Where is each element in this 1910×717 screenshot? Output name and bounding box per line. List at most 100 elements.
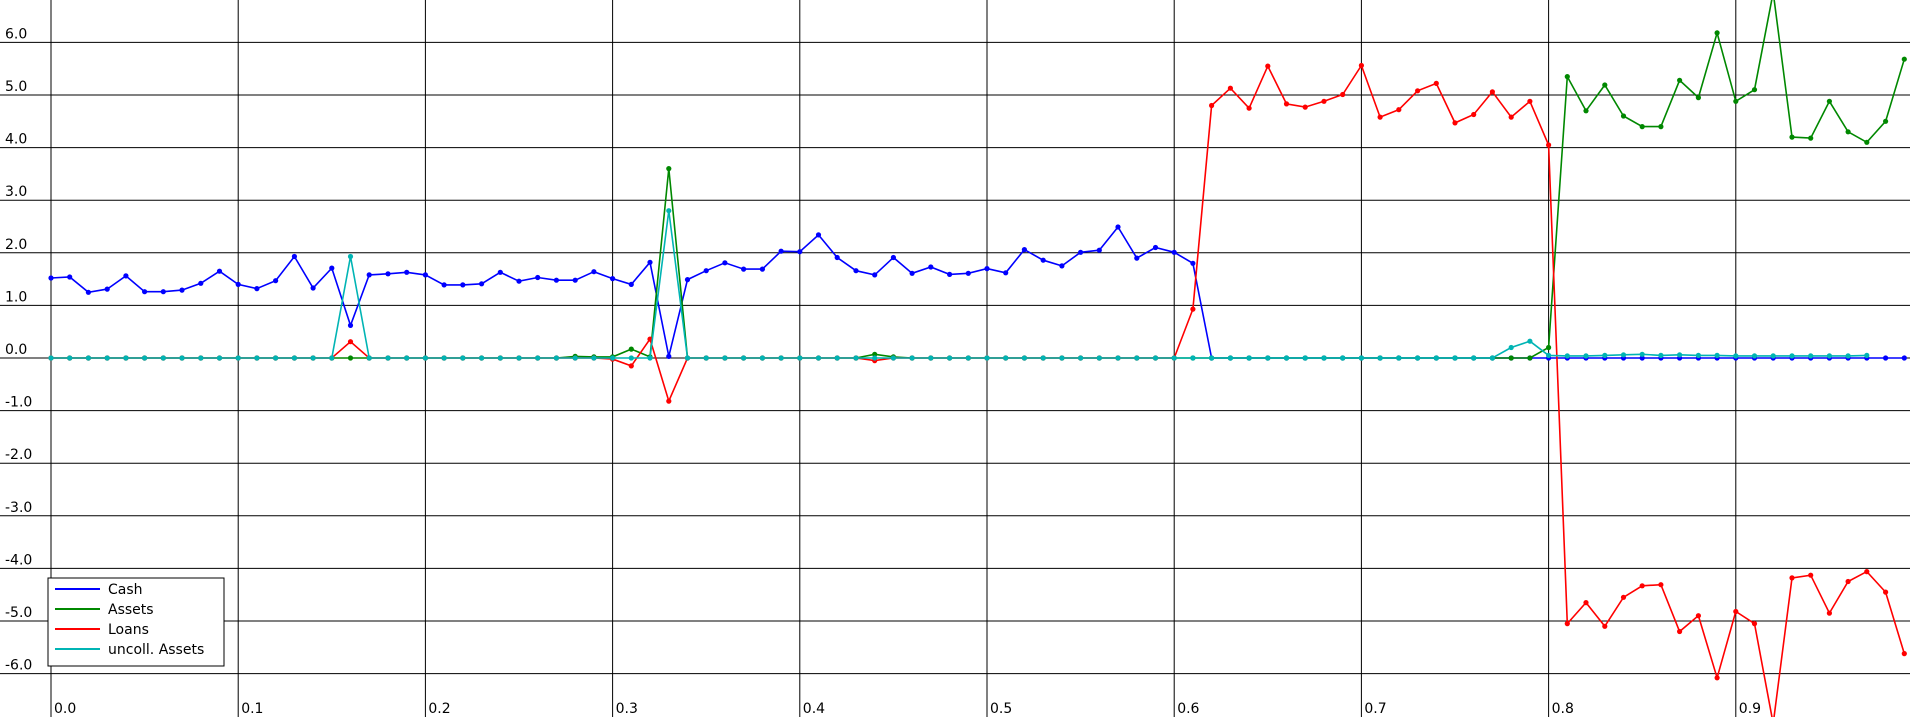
x-tick-label: 0.0	[54, 701, 76, 717]
data-point-loans	[1433, 80, 1439, 86]
data-point-cash	[591, 269, 597, 275]
data-point-uncoll-assets	[1227, 355, 1233, 361]
data-point-cash	[741, 266, 747, 272]
data-point-cash	[1078, 249, 1084, 255]
data-point-assets	[666, 166, 672, 172]
data-point-uncoll-assets	[460, 355, 466, 361]
data-point-cash	[815, 232, 822, 238]
data-point-uncoll-assets	[1845, 353, 1851, 359]
data-point-uncoll-assets	[404, 355, 410, 361]
data-point-loans	[1602, 623, 1608, 629]
data-point-uncoll-assets	[759, 355, 766, 361]
data-point-cash	[516, 278, 522, 284]
data-point-assets	[1508, 355, 1514, 361]
data-point-assets	[1564, 74, 1570, 80]
data-point-uncoll-assets	[610, 355, 616, 361]
data-point-loans	[1415, 88, 1421, 94]
data-point-uncoll-assets	[1396, 355, 1402, 361]
data-point-uncoll-assets	[273, 355, 279, 361]
data-point-loans	[1639, 583, 1645, 589]
data-point-cash	[703, 268, 709, 274]
data-point-uncoll-assets	[1003, 355, 1009, 361]
legend-box	[47, 577, 225, 667]
data-point-uncoll-assets	[1096, 355, 1102, 361]
data-point-uncoll-assets	[1602, 352, 1608, 358]
series-layer	[48, 0, 1907, 717]
data-point-loans	[1677, 628, 1683, 635]
data-point-assets	[1789, 134, 1795, 140]
data-point-cash	[329, 265, 335, 271]
data-point-uncoll-assets	[366, 355, 372, 361]
data-point-uncoll-assets	[1733, 353, 1739, 359]
data-point-uncoll-assets	[216, 355, 223, 361]
data-point-uncoll-assets	[422, 355, 428, 361]
data-point-uncoll-assets	[1714, 352, 1720, 358]
data-point-uncoll-assets	[179, 355, 185, 361]
data-point-uncoll-assets	[1134, 355, 1140, 361]
data-point-assets	[872, 351, 878, 357]
data-point-loans	[1246, 105, 1252, 111]
data-point-uncoll-assets	[535, 355, 541, 361]
data-point-uncoll-assets	[1415, 355, 1421, 361]
data-point-assets	[1695, 95, 1701, 101]
data-point-assets	[1602, 82, 1608, 88]
data-point-cash	[928, 264, 934, 270]
data-point-uncoll-assets	[815, 355, 822, 361]
data-point-assets	[1620, 113, 1627, 119]
x-tick-label: 0.4	[803, 701, 825, 717]
data-point-cash	[254, 286, 260, 292]
data-point-loans	[1358, 62, 1364, 69]
data-point-uncoll-assets	[1695, 352, 1701, 358]
data-point-uncoll-assets	[1620, 352, 1627, 358]
data-point-uncoll-assets	[1564, 353, 1570, 359]
data-point-cash	[1901, 355, 1907, 361]
data-point-loans	[1340, 91, 1346, 98]
data-point-uncoll-assets	[1283, 355, 1290, 361]
data-point-loans	[1396, 107, 1402, 113]
data-point-loans	[1564, 621, 1570, 627]
data-point-cash	[273, 278, 279, 284]
data-point-loans	[1471, 111, 1477, 118]
data-point-assets	[1639, 124, 1645, 130]
data-point-assets	[1808, 135, 1814, 141]
data-point-loans	[1826, 610, 1832, 616]
data-point-uncoll-assets	[329, 355, 335, 361]
data-point-cash	[497, 269, 503, 275]
data-point-uncoll-assets	[1789, 353, 1795, 359]
data-point-loans	[1265, 63, 1271, 69]
data-point-uncoll-assets	[1190, 355, 1196, 361]
data-point-uncoll-assets	[291, 355, 297, 361]
x-tick-label: 0.7	[1364, 701, 1386, 717]
legend-label-loans: Loans	[108, 622, 149, 638]
data-point-uncoll-assets	[1433, 355, 1439, 361]
data-point-uncoll-assets	[104, 355, 110, 361]
data-point-cash	[198, 280, 204, 286]
data-point-uncoll-assets	[1471, 355, 1477, 361]
data-point-cash	[797, 249, 803, 255]
data-point-cash	[385, 271, 391, 277]
data-point-cash	[67, 274, 73, 280]
data-point-uncoll-assets	[1152, 355, 1159, 361]
data-point-uncoll-assets	[1452, 355, 1458, 361]
data-point-cash	[310, 285, 316, 291]
data-point-uncoll-assets	[1115, 355, 1121, 361]
data-point-cash	[628, 281, 634, 287]
data-point-assets	[1751, 87, 1758, 93]
data-point-cash	[834, 254, 840, 261]
data-point-assets	[1527, 355, 1533, 361]
data-point-cash	[872, 272, 878, 278]
data-point-loans	[1546, 142, 1552, 148]
data-point-uncoll-assets	[1302, 355, 1308, 361]
data-point-cash	[984, 266, 990, 272]
data-point-assets	[1826, 98, 1832, 104]
data-point-loans	[1845, 578, 1851, 585]
data-point-cash	[235, 281, 241, 287]
data-point-cash	[666, 353, 672, 359]
data-point-assets	[1583, 108, 1589, 114]
data-point-uncoll-assets	[628, 355, 634, 361]
y-tick-label: 2.0	[5, 237, 27, 253]
data-point-loans	[1302, 104, 1308, 110]
data-point-cash	[535, 274, 541, 281]
data-point-uncoll-assets	[1040, 355, 1046, 361]
